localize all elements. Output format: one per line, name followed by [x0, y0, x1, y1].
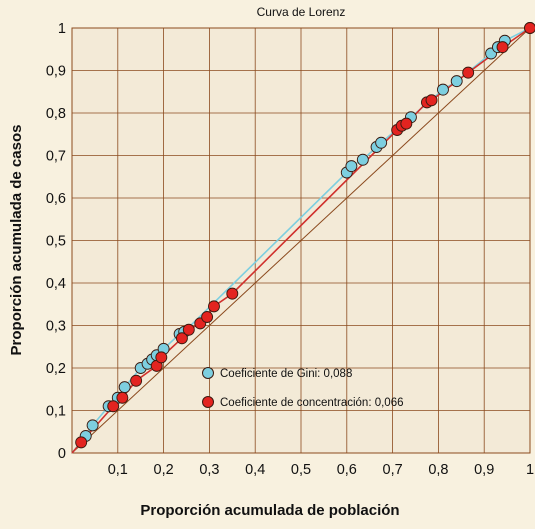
data-point-concentration [426, 95, 437, 106]
data-point-concentration [108, 401, 119, 412]
y-tick-label: 0,4 [46, 276, 66, 292]
x-tick-label: 0,7 [383, 462, 403, 478]
chart-title: Curva de Lorenz [257, 5, 346, 19]
data-point-gini [357, 154, 368, 165]
data-point-concentration [463, 67, 474, 78]
x-tick-label: 0,1 [108, 462, 128, 478]
y-tick-label: 0,9 [46, 64, 66, 80]
y-tick-labels: 0 0,1 0,2 0,3 0,4 0,5 0,6 0,7 0,8 0,9 1 [46, 21, 66, 462]
y-tick-label: 0,5 [46, 234, 66, 250]
y-tick-label: 1 [58, 21, 66, 37]
x-tick-label: 0,2 [154, 462, 174, 478]
data-point-concentration [208, 301, 219, 312]
legend-marker-gini [203, 368, 214, 379]
data-point-gini [376, 137, 387, 148]
x-tick-labels: 0,1 0,2 0,3 0,4 0,5 0,6 0,7 0,8 0,9 1 [108, 462, 534, 478]
data-point-concentration [183, 324, 194, 335]
data-point-gini [87, 420, 98, 431]
data-point-concentration [525, 23, 535, 34]
legend-label-gini: Coeficiente de Gini: 0,088 [220, 368, 352, 380]
y-tick-label: 0,3 [46, 319, 66, 335]
y-tick-label: 0,7 [46, 149, 66, 165]
data-point-concentration [156, 352, 167, 363]
data-point-gini [451, 76, 462, 87]
y-axis-label: Proporción acumulada de casos [8, 125, 25, 356]
x-axis-label: Proporción acumulada de población [140, 502, 399, 519]
x-tick-label: 0,5 [291, 462, 311, 478]
y-tick-label: 0,8 [46, 106, 66, 122]
data-point-concentration [131, 375, 142, 386]
legend-marker-concentration [203, 397, 214, 408]
x-tick-label: 1 [526, 462, 534, 478]
x-tick-label: 0,6 [337, 462, 357, 478]
y-tick-label: 0 [58, 446, 66, 462]
data-point-concentration [401, 118, 412, 129]
data-point-gini [437, 84, 448, 95]
y-tick-label: 0,2 [46, 361, 66, 377]
x-tick-label: 0,8 [428, 462, 448, 478]
data-point-gini [346, 161, 357, 172]
data-point-concentration [497, 42, 508, 53]
legend-label-concentration: Coeficiente de concentración: 0,066 [220, 397, 403, 409]
data-point-concentration [117, 392, 128, 403]
y-tick-label: 0,1 [46, 404, 66, 420]
data-point-concentration [76, 437, 87, 448]
data-point-concentration [227, 288, 238, 299]
x-tick-label: 0,4 [245, 462, 265, 478]
data-point-concentration [202, 312, 213, 323]
data-point-gini [119, 382, 130, 393]
x-tick-label: 0,3 [199, 462, 219, 478]
x-tick-label: 0,9 [474, 462, 494, 478]
y-tick-label: 0,6 [46, 191, 66, 207]
